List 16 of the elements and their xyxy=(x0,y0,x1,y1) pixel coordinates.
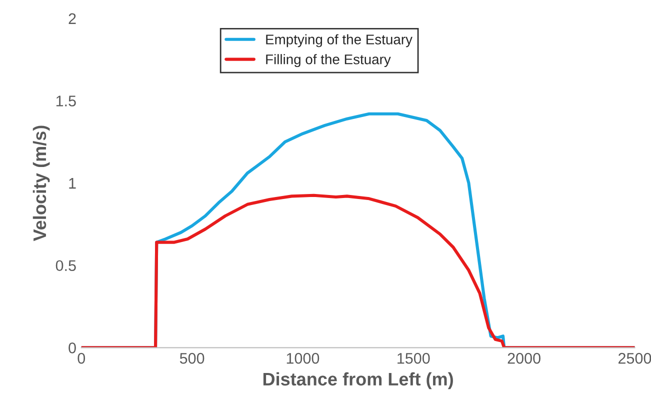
legend-label: Emptying of the Estuary xyxy=(266,34,412,48)
line-series xyxy=(81,194,635,348)
y-tick-label: 0.5 xyxy=(56,260,76,272)
y-tick-label: 1.5 xyxy=(56,96,76,106)
x-tick-label: 2500 xyxy=(618,352,651,364)
legend-label: Filling of the Estuary xyxy=(266,54,391,68)
x-tick-label: 2000 xyxy=(508,352,540,364)
y-axis-title: Velocity (m/s) xyxy=(32,126,50,242)
y-tick-label: 1 xyxy=(69,178,76,189)
y-tick-label: 2 xyxy=(68,13,76,24)
x-tick-label: 1000 xyxy=(286,352,320,364)
x-tick-label: 1500 xyxy=(398,352,430,364)
x-axis-title: Distance from Left (m) xyxy=(263,372,453,390)
x-tick-label: 0 xyxy=(78,352,86,364)
y-tick-label: 0 xyxy=(68,342,76,354)
x-tick-label: 500 xyxy=(180,352,204,364)
